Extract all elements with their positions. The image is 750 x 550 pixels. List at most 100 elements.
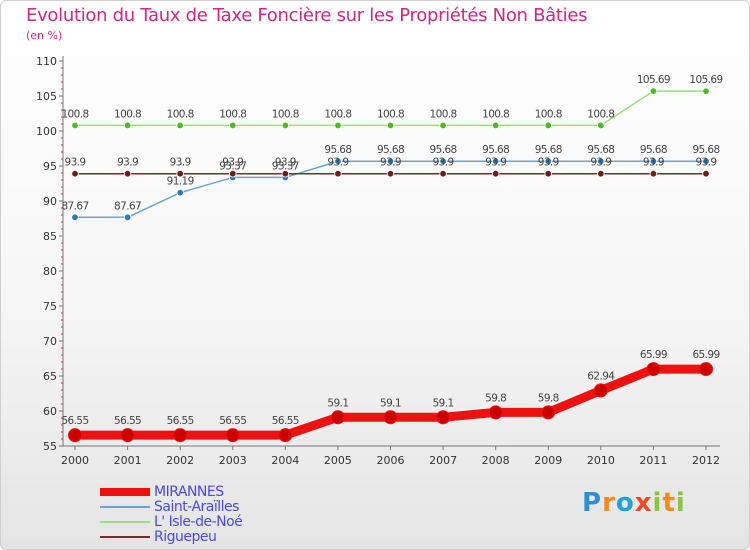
data-point	[439, 121, 447, 130]
data-label: 100.8	[324, 108, 351, 120]
data-label: 59.1	[433, 397, 454, 409]
data-point	[597, 157, 605, 165]
data-label: 95.68	[430, 144, 457, 156]
data-point	[544, 121, 552, 130]
y-tick-label: 65	[43, 370, 57, 383]
legend-label: L' Isle-de-Noé	[154, 513, 243, 530]
data-point	[71, 213, 79, 222]
data-point	[334, 157, 342, 165]
data-label: 100.8	[61, 108, 88, 120]
chart-title: Evolution du Taux de Taxe Foncière sur l…	[26, 5, 588, 26]
data-point	[278, 428, 293, 443]
data-label: 65.99	[640, 349, 667, 361]
data-point	[597, 121, 605, 130]
y-tick-label: 80	[43, 265, 57, 278]
logo-letter: x	[634, 488, 653, 518]
data-point	[229, 121, 237, 130]
legend: MIRANNES Saint-Araïlles L' Isle-de-Noé Rigu…	[100, 483, 243, 545]
data-label: 93.9	[696, 157, 717, 169]
data-label: 93.9	[117, 157, 138, 169]
data-label: 93.9	[485, 157, 506, 169]
y-tick-label: 100	[36, 125, 57, 138]
y-tick-label: 60	[43, 405, 57, 418]
legend-label: MIRANNES	[154, 483, 224, 500]
data-point	[702, 169, 710, 178]
proxiti-logo: Proxiti	[582, 488, 686, 518]
data-label: 56.55	[272, 415, 299, 427]
data-label: 93.9	[65, 157, 86, 169]
data-point	[68, 428, 82, 443]
y-tick-label: 90	[43, 195, 57, 208]
data-label: 95.68	[692, 144, 719, 156]
data-point	[699, 362, 713, 377]
data-label: 100.8	[377, 108, 404, 120]
data-point	[491, 157, 500, 165]
data-label: 56.55	[167, 415, 194, 427]
data-point	[541, 405, 556, 420]
data-label: 93.9	[643, 157, 664, 169]
data-point	[383, 410, 398, 425]
data-label: 95.68	[640, 144, 667, 156]
series-3	[71, 169, 710, 178]
data-point	[225, 428, 240, 443]
data-point	[491, 169, 500, 178]
data-label: 95.68	[377, 144, 404, 156]
data-label: 56.55	[219, 415, 246, 427]
data-label: 59.8	[485, 392, 506, 404]
x-tick-label: 2003	[219, 454, 247, 467]
data-point	[436, 410, 451, 425]
data-label: 100.8	[535, 108, 562, 120]
logo-letter: t	[662, 488, 676, 518]
data-point	[229, 169, 237, 178]
x-tick-label: 2010	[587, 454, 615, 467]
data-label: 59.1	[380, 397, 401, 409]
y-tick-label: 55	[43, 440, 57, 453]
x-tick-label: 2012	[692, 454, 720, 467]
data-label: 59.8	[538, 392, 559, 404]
data-label: 93.9	[170, 157, 191, 169]
legend-swatch	[100, 520, 150, 523]
data-point	[593, 383, 608, 398]
data-label: 100.8	[587, 108, 614, 120]
x-tick-label: 2000	[61, 454, 89, 467]
data-point	[386, 169, 395, 178]
data-label: 100.8	[272, 108, 299, 120]
series-0	[68, 362, 713, 443]
data-point	[71, 121, 79, 130]
x-tick-label: 2007	[429, 454, 457, 467]
data-label: 59.1	[327, 397, 348, 409]
data-point	[544, 157, 552, 165]
data-point	[702, 87, 710, 95]
data-point	[491, 121, 500, 130]
data-label: 95.68	[535, 144, 562, 156]
data-label: 93.9	[222, 157, 243, 169]
y-tick-label: 85	[43, 230, 57, 243]
x-tick-label: 2008	[482, 454, 510, 467]
legend-swatch	[100, 505, 150, 508]
data-point	[439, 157, 447, 165]
data-label: 87.67	[61, 200, 88, 212]
legend-swatch	[100, 487, 150, 496]
data-label: 105.69	[689, 74, 722, 86]
data-label: 93.9	[590, 157, 611, 169]
data-label: 95.68	[324, 144, 351, 156]
data-point	[649, 157, 658, 165]
series-1	[71, 157, 710, 222]
data-label: 93.9	[327, 157, 348, 169]
logo-letter: o	[615, 488, 635, 518]
data-label: 100.8	[114, 108, 141, 120]
logo-letter: r	[602, 488, 616, 518]
data-point	[281, 169, 290, 178]
y-tick-label: 95	[43, 160, 57, 173]
data-point	[120, 428, 135, 443]
data-label: 93.9	[275, 157, 296, 169]
data-point	[649, 87, 658, 95]
data-point	[123, 169, 132, 178]
data-label: 100.8	[482, 108, 509, 120]
data-label: 65.99	[692, 349, 719, 361]
series-line	[74, 160, 707, 219]
data-label: 93.9	[380, 157, 401, 169]
data-point	[176, 169, 184, 178]
chart-subtitle: (en %)	[26, 29, 63, 42]
